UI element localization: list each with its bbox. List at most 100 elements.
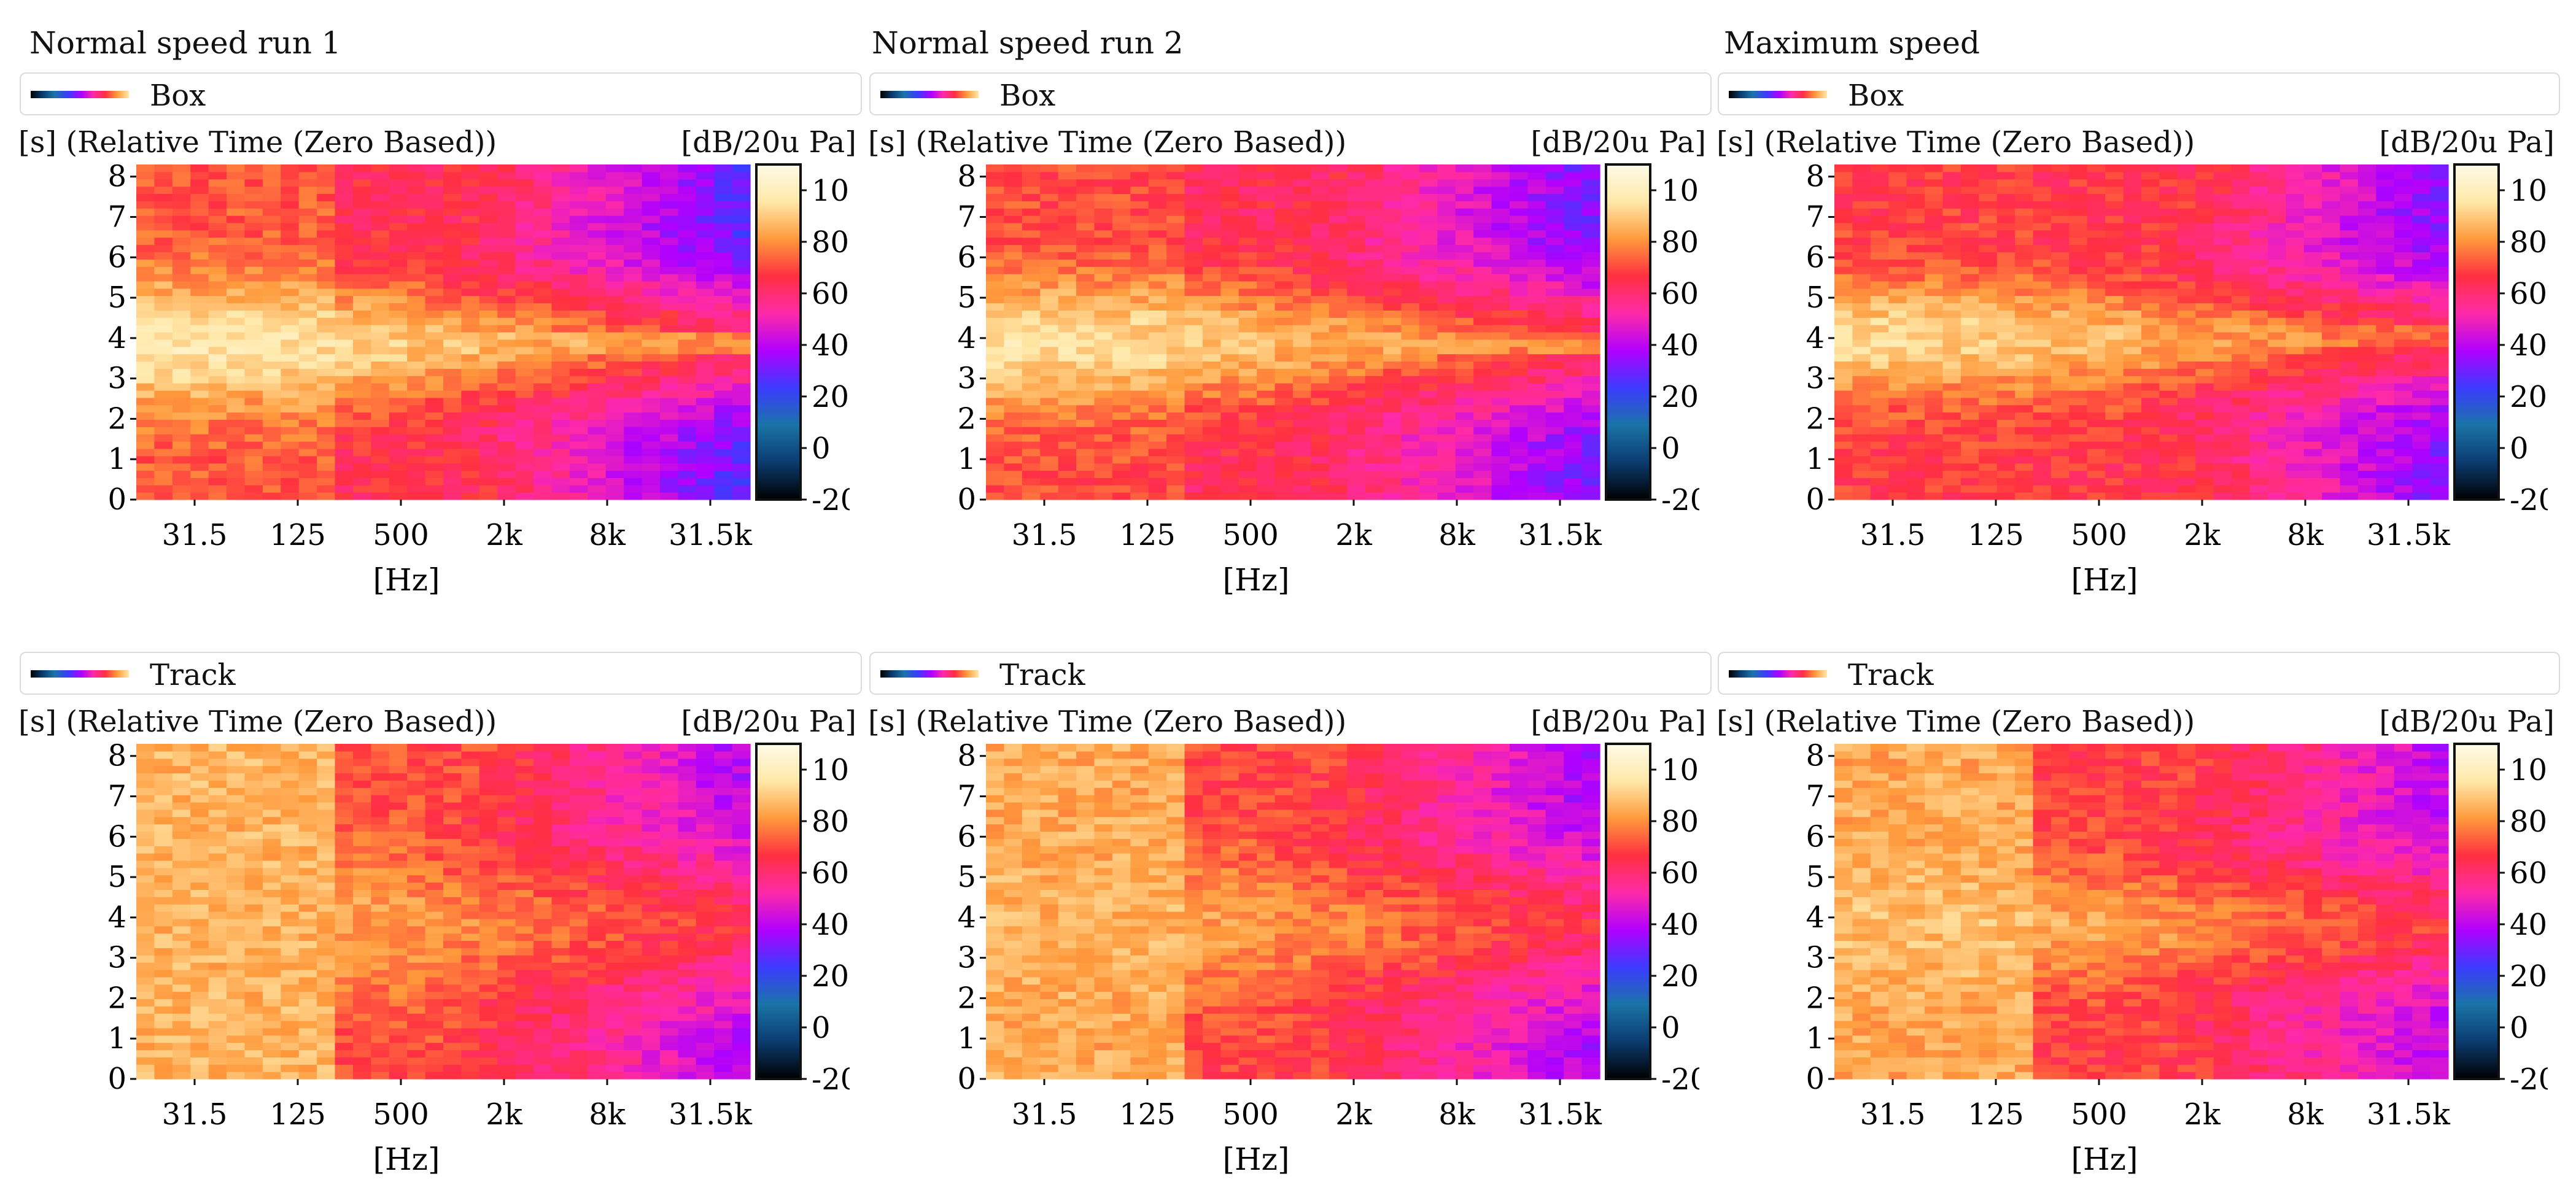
heatmap-cell (1509, 448, 1528, 457)
heatmap-cell (1852, 383, 1871, 391)
heatmap-cell (1491, 244, 1510, 253)
heatmap-cell (1888, 368, 1907, 376)
heatmap-cell (317, 274, 336, 282)
heatmap-cell (1130, 295, 1149, 304)
heatmap-cell (642, 434, 661, 442)
heatmap-cell (335, 339, 354, 347)
heatmap-cell (1274, 361, 1294, 369)
heatmap-cell (1202, 397, 1221, 406)
x-tick-label: 31.5k (669, 518, 753, 552)
heatmap-cell (425, 222, 444, 231)
heatmap-cell (2177, 368, 2196, 376)
heatmap-cell (2286, 368, 2305, 376)
heatmap-cell (1202, 259, 1221, 267)
heatmap-cell (2286, 274, 2305, 282)
heatmap-cell (696, 237, 715, 245)
heatmap-cell (317, 252, 336, 260)
heatmap-cell (1852, 295, 1871, 304)
heatmap-cell (2340, 361, 2359, 369)
heatmap-cell (298, 492, 317, 500)
heatmap-cell (1076, 397, 1095, 406)
heatmap-cell (1058, 376, 1077, 384)
heatmap-cell (1581, 237, 1600, 245)
heatmap-cell (1094, 303, 1113, 311)
heatmap-cell (642, 332, 661, 340)
heatmap-cell (1581, 295, 1600, 304)
heatmap-cell (2340, 208, 2359, 216)
heatmap-cell (172, 463, 191, 471)
heatmap-cell (1166, 266, 1185, 274)
heatmap-cell (1076, 427, 1095, 435)
heatmap-cell (1437, 470, 1456, 478)
heatmap-cell (1996, 390, 2015, 398)
heatmap-cell (605, 208, 624, 216)
heatmap-cell (2105, 252, 2124, 260)
heatmap-cell (298, 339, 317, 347)
heatmap-cell (317, 412, 336, 420)
heatmap-cell (533, 1072, 553, 1080)
heatmap-cell (497, 266, 516, 274)
heatmap-cell (1166, 222, 1185, 231)
heatmap-cell (1311, 230, 1330, 238)
heatmap-cell (1401, 463, 1420, 471)
heatmap-cell (659, 1057, 678, 1065)
heatmap-cell (497, 179, 516, 187)
heatmap-cell (551, 477, 570, 485)
heatmap-cell (2050, 463, 2070, 471)
heatmap-cell (2394, 171, 2413, 180)
heatmap-cell (1906, 448, 1925, 457)
heatmap-cell (1906, 485, 1925, 493)
heatmap-cell (2322, 361, 2341, 369)
heatmap-cells (136, 164, 751, 500)
heatmap-cell (1401, 448, 1420, 457)
heatmap-cell (1076, 171, 1095, 180)
heatmap-cell (1184, 354, 1203, 362)
heatmap-cell (281, 332, 300, 340)
heatmap-cell (515, 470, 534, 478)
heatmap-cell (1455, 463, 1474, 471)
heatmap-cell (1996, 485, 2015, 493)
heatmap-cell (1455, 441, 1474, 449)
heatmap-cell (678, 383, 697, 391)
heatmap-cell (2376, 485, 2395, 493)
heatmap-cell (2177, 404, 2196, 413)
heatmap-cell (2050, 237, 2070, 245)
heatmap-cell (1996, 179, 2015, 187)
heatmap-cell (154, 266, 173, 274)
heatmap-cell (2267, 492, 2286, 500)
heatmap-cell (2412, 252, 2431, 260)
heatmap-cell (624, 201, 643, 209)
heatmap-cell (1311, 376, 1330, 384)
heatmap-cell (1130, 303, 1149, 311)
heatmap-cell (2213, 171, 2232, 180)
heatmap-cell (1112, 266, 1131, 274)
heatmap-cell (533, 485, 553, 493)
heatmap-cell (244, 288, 263, 296)
heatmap-cell (1473, 274, 1492, 282)
heatmap-cell (642, 361, 661, 369)
heatmap-cell (2177, 325, 2196, 333)
heatmap-cell (1274, 179, 1294, 187)
heatmap-cell (461, 244, 480, 253)
heatmap-cell (352, 470, 371, 478)
heatmap-cell (1293, 193, 1312, 201)
heatmap-cell (732, 346, 751, 355)
heatmap-cell (2394, 201, 2413, 209)
heatmap-cell (1564, 339, 1583, 347)
heatmap-cell (1888, 303, 1907, 311)
heatmap-cell (2015, 237, 2034, 245)
heatmap-cell (154, 222, 173, 231)
heatmap-cell (1058, 448, 1077, 457)
heatmap-cell (335, 208, 354, 216)
x-tick-label: 500 (373, 518, 429, 552)
heatmap-cell (227, 397, 246, 406)
heatmap-cell (2286, 354, 2305, 362)
heatmap-cell (588, 354, 607, 362)
heatmap-cell (1401, 252, 1420, 260)
heatmap-cell (1022, 303, 1041, 311)
heatmap-cell (1076, 339, 1095, 347)
heatmap-cell (1473, 171, 1492, 180)
heatmap-cell (1329, 252, 1348, 260)
heatmap-cell (1022, 252, 1041, 260)
heatmap-cell (533, 215, 553, 223)
